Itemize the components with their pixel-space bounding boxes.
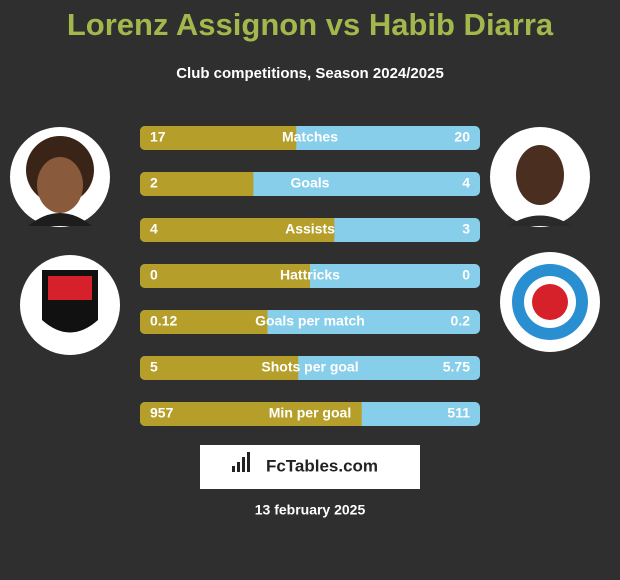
left-value: 0.12	[150, 313, 177, 329]
date: 13 february 2025	[255, 502, 366, 518]
subtitle: Club competitions, Season 2024/2025	[176, 65, 444, 82]
stat-rows: 17 Matches 20 2 Goals 4 4 Assists 3 0 Hattricks 0 0.…	[140, 126, 480, 426]
left-value: 17	[150, 129, 166, 145]
stat-label: Assists	[285, 221, 335, 237]
brand-icon	[232, 452, 250, 472]
stat-label: Matches	[282, 129, 338, 145]
left-value: 5	[150, 359, 158, 375]
club-logo-left	[20, 255, 120, 355]
bar-left-join	[247, 172, 254, 196]
bar-left-join	[304, 264, 310, 288]
right-value: 0.2	[451, 313, 471, 329]
player-photo-right	[490, 127, 590, 227]
left-value: 4	[150, 221, 158, 237]
left-value: 957	[150, 405, 174, 421]
bar-left	[140, 310, 268, 334]
bar-left-join	[290, 126, 297, 150]
stat-label: Hattricks	[280, 267, 340, 283]
brand: FcTables.com	[266, 456, 378, 475]
right-value: 20	[454, 129, 470, 145]
stat-label: Goals per match	[255, 313, 365, 329]
right-value: 0	[462, 267, 470, 283]
bar-left	[140, 126, 297, 150]
bar-left-join	[328, 218, 335, 242]
bar-left	[140, 402, 362, 426]
stat-label: Goals	[291, 175, 330, 191]
right-value: 511	[447, 405, 470, 421]
stat-label: Min per goal	[269, 405, 351, 421]
brand-box: FcTables.com	[200, 445, 420, 489]
club-logo-right	[500, 252, 600, 352]
bar-left-join	[355, 402, 362, 426]
player-photo-left	[10, 127, 110, 227]
left-value: 0	[150, 267, 158, 283]
stat-label: Shots per goal	[261, 359, 358, 375]
bar-left	[140, 172, 254, 196]
right-value: 5.75	[443, 359, 470, 375]
bar-left	[140, 356, 299, 380]
bar-left	[140, 218, 335, 242]
left-value: 2	[150, 175, 158, 191]
right-value: 4	[462, 175, 470, 191]
bar-left-join	[261, 310, 268, 334]
right-value: 3	[462, 221, 470, 237]
title: Lorenz Assignon vs Habib Diarra	[67, 7, 554, 42]
bar-left	[140, 264, 310, 288]
bar-left-join	[292, 356, 299, 380]
